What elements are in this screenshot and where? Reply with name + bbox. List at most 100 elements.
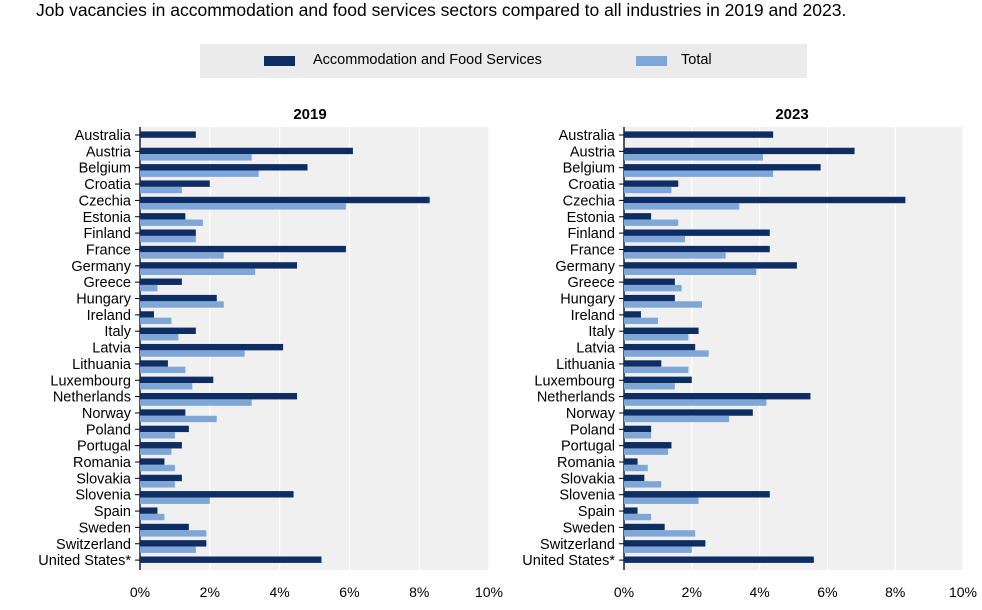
category-label-2023-25: Switzerland bbox=[540, 537, 615, 553]
bar-total-2023-16 bbox=[624, 399, 767, 406]
bar-total-2019-25 bbox=[140, 546, 196, 553]
bar-accommodation-2019-13 bbox=[140, 343, 284, 351]
bar-accommodation-2023-21 bbox=[624, 474, 645, 482]
x-tick-label-2019-0: 0% bbox=[130, 584, 150, 600]
x-tick-label-2019-3: 6% bbox=[339, 584, 359, 600]
category-label-2019-0: Australia bbox=[75, 128, 132, 144]
category-label-2019-21: Slovakia bbox=[76, 471, 132, 487]
category-label-2019-2: Belgium bbox=[79, 161, 131, 177]
category-label-2019-10: Hungary bbox=[76, 292, 132, 308]
category-label-2019-3: Croatia bbox=[84, 177, 132, 193]
category-label-2023-18: Poland bbox=[570, 422, 615, 438]
category-label-2019-18: Poland bbox=[86, 422, 131, 438]
bar-total-2023-5 bbox=[624, 219, 679, 226]
category-label-2019-25: Switzerland bbox=[56, 537, 131, 553]
bar-accommodation-2023-1 bbox=[624, 147, 855, 155]
bar-accommodation-2019-7 bbox=[140, 245, 346, 253]
bar-total-2023-24 bbox=[624, 530, 696, 537]
x-tick-label-2023-1: 2% bbox=[682, 584, 702, 600]
panel-title-2019: 2019 bbox=[293, 106, 326, 123]
bar-accommodation-2019-4 bbox=[140, 196, 430, 204]
bar-total-2023-2 bbox=[624, 170, 774, 177]
bar-accommodation-2023-12 bbox=[624, 327, 699, 334]
bar-accommodation-2019-9 bbox=[140, 278, 182, 285]
category-label-2023-19: Portugal bbox=[561, 439, 615, 455]
category-label-2023-1: Austria bbox=[570, 144, 616, 160]
bar-accommodation-2023-13 bbox=[624, 343, 696, 351]
category-label-2023-22: Slovenia bbox=[559, 488, 616, 504]
bar-accommodation-2023-8 bbox=[624, 262, 797, 269]
bar-accommodation-2019-17 bbox=[140, 409, 186, 416]
bar-accommodation-2019-6 bbox=[140, 229, 196, 236]
bar-accommodation-2023-15 bbox=[624, 376, 692, 384]
bar-accommodation-2019-21 bbox=[140, 474, 182, 482]
bar-accommodation-2019-5 bbox=[140, 213, 186, 220]
category-label-2019-5: Estonia bbox=[83, 210, 132, 226]
bar-total-2023-21 bbox=[624, 481, 662, 488]
category-label-2019-11: Ireland bbox=[87, 308, 131, 324]
bar-accommodation-2023-10 bbox=[624, 294, 675, 302]
bar-accommodation-2023-5 bbox=[624, 213, 652, 220]
bar-total-2023-14 bbox=[624, 366, 689, 374]
bar-total-2019-12 bbox=[140, 334, 179, 341]
x-tick-label-2023-5: 10% bbox=[949, 584, 977, 600]
bar-total-2023-18 bbox=[624, 432, 652, 439]
bar-total-2019-22 bbox=[140, 497, 210, 504]
bar-total-2023-9 bbox=[624, 284, 682, 292]
bar-total-2019-24 bbox=[140, 530, 207, 537]
bar-total-2023-19 bbox=[624, 448, 669, 455]
bar-accommodation-2023-19 bbox=[624, 442, 672, 449]
category-label-2019-8: Germany bbox=[71, 259, 131, 275]
bar-total-2023-4 bbox=[624, 203, 740, 210]
bar-total-2023-23 bbox=[624, 513, 652, 521]
bar-total-2019-21 bbox=[140, 481, 175, 488]
bar-total-2023-12 bbox=[624, 334, 689, 341]
bar-total-2019-14 bbox=[140, 366, 186, 374]
category-label-2023-8: Germany bbox=[555, 259, 615, 275]
category-label-2023-11: Ireland bbox=[571, 308, 615, 324]
bar-accommodation-2023-6 bbox=[624, 229, 770, 236]
x-tick-label-2019-1: 2% bbox=[200, 584, 220, 600]
category-label-2023-2: Belgium bbox=[563, 161, 615, 177]
bar-total-2019-19 bbox=[140, 448, 172, 455]
bar-accommodation-2019-14 bbox=[140, 360, 168, 367]
bar-total-2019-7 bbox=[140, 252, 224, 259]
bar-total-2019-5 bbox=[140, 219, 203, 226]
bar-total-2023-6 bbox=[624, 235, 686, 243]
bar-total-2019-2 bbox=[140, 170, 259, 177]
bar-accommodation-2019-20 bbox=[140, 458, 165, 465]
bar-accommodation-2023-25 bbox=[624, 540, 706, 547]
category-label-2019-26: United States* bbox=[38, 553, 131, 569]
category-label-2023-24: Sweden bbox=[563, 520, 615, 536]
category-label-2019-24: Sweden bbox=[79, 520, 131, 536]
bar-accommodation-2023-17 bbox=[624, 409, 753, 416]
bar-accommodation-2023-26 bbox=[624, 556, 814, 563]
bar-accommodation-2023-16 bbox=[624, 393, 811, 400]
bar-accommodation-2023-18 bbox=[624, 425, 652, 433]
bar-accommodation-2023-11 bbox=[624, 311, 641, 318]
category-label-2019-12: Italy bbox=[104, 324, 131, 340]
category-label-2019-17: Norway bbox=[82, 406, 132, 422]
category-label-2023-7: France bbox=[570, 242, 615, 258]
bar-total-2019-15 bbox=[140, 383, 193, 390]
bar-total-2019-6 bbox=[140, 235, 196, 243]
bar-accommodation-2019-0 bbox=[140, 131, 196, 138]
bar-accommodation-2019-8 bbox=[140, 262, 298, 269]
category-label-2019-7: France bbox=[86, 242, 131, 258]
category-label-2019-14: Lithuania bbox=[72, 357, 132, 373]
legend-swatch-total bbox=[636, 56, 667, 66]
bar-total-2019-20 bbox=[140, 464, 175, 472]
bar-total-2023-1 bbox=[624, 154, 763, 161]
category-label-2019-22: Slovenia bbox=[75, 488, 132, 504]
bar-accommodation-2019-24 bbox=[140, 523, 189, 531]
bar-total-2023-10 bbox=[624, 301, 702, 308]
bar-total-2023-11 bbox=[624, 317, 658, 325]
category-label-2023-23: Spain bbox=[578, 504, 615, 520]
category-label-2019-20: Romania bbox=[73, 455, 132, 471]
category-label-2023-16: Netherlands bbox=[537, 390, 615, 406]
category-label-2019-16: Netherlands bbox=[53, 390, 131, 406]
bar-total-2019-4 bbox=[140, 203, 346, 210]
bar-accommodation-2023-20 bbox=[624, 458, 638, 465]
bar-total-2019-18 bbox=[140, 432, 175, 439]
